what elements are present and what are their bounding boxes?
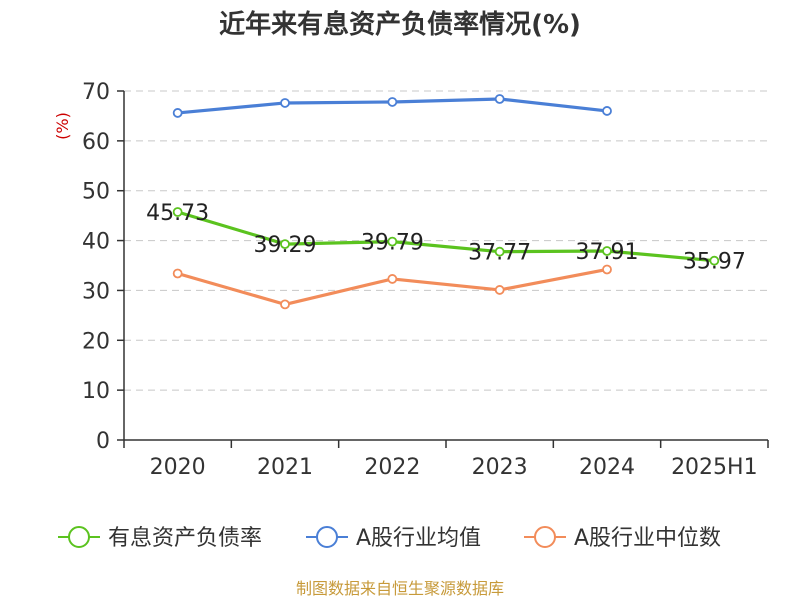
data-point	[280, 98, 290, 108]
data-point	[387, 97, 398, 107]
data-point	[602, 264, 612, 275]
data-point	[387, 274, 398, 284]
data-label: 35.97	[683, 250, 746, 275]
legend: 有息资产负债率 A股行业均值 A股行业中位数	[58, 526, 721, 551]
legend-item: A股行业中位数	[524, 526, 721, 551]
data-point	[280, 299, 290, 310]
x-tick-label: 2021	[257, 455, 313, 480]
data-point	[172, 268, 183, 279]
x-tick-label: 2022	[364, 455, 420, 480]
legend-item: 有息资产负债率	[58, 526, 262, 551]
legend-marker-icon	[68, 526, 90, 548]
legend-marker-icon	[316, 526, 338, 548]
y-axis-unit: (%)	[53, 112, 72, 140]
data-label: 39.29	[254, 233, 317, 258]
data-label-layer: 45.73 39.29 39.79 37.77 37.91 35.97	[146, 201, 746, 275]
y-tick-label: 40	[82, 230, 110, 255]
legend-label: A股行业中位数	[574, 526, 721, 551]
x-tick-label: 2024	[579, 455, 635, 480]
series-layer	[172, 94, 720, 310]
y-tick-label: 60	[82, 130, 110, 155]
y-tick-label: 30	[82, 279, 110, 304]
data-point	[387, 236, 398, 247]
grid-layer	[124, 90, 768, 391]
data-label: 39.79	[361, 231, 424, 256]
chart-title: 近年来有息资产负债率情况(%)	[219, 9, 581, 40]
x-tick-label: 2025H1	[671, 455, 758, 480]
x-tick-label: 2023	[472, 455, 528, 480]
axis-layer: 0 10 20 30 40 50 60 70 2020 2021 2022 2023 2024 2025H…	[82, 80, 769, 480]
data-point	[709, 255, 720, 266]
x-tick-label: 2020	[150, 455, 206, 480]
y-tick-label: 0	[96, 429, 110, 454]
data-point	[280, 239, 290, 250]
source-note: 制图数据来自恒生聚源数据库	[296, 579, 504, 598]
series-line-1	[176, 210, 716, 263]
y-tick-label: 50	[82, 180, 110, 205]
data-point	[172, 207, 183, 217]
y-tick-label: 10	[82, 379, 110, 404]
y-tick-label: 70	[82, 80, 110, 105]
legend-label: A股行业均值	[356, 526, 481, 551]
data-label: 45.73	[146, 201, 209, 226]
data-point	[172, 108, 183, 118]
legend-label: 有息资产负债率	[108, 526, 262, 551]
y-tick-label: 20	[82, 329, 110, 354]
data-label: 37.77	[468, 241, 531, 266]
data-point	[602, 246, 612, 256]
data-point	[494, 94, 505, 104]
data-point	[494, 285, 505, 295]
legend-marker-icon	[534, 526, 556, 548]
data-label: 37.91	[576, 240, 639, 265]
data-point	[494, 246, 505, 257]
data-point	[602, 106, 612, 116]
legend-item: A股行业均值	[306, 526, 481, 551]
